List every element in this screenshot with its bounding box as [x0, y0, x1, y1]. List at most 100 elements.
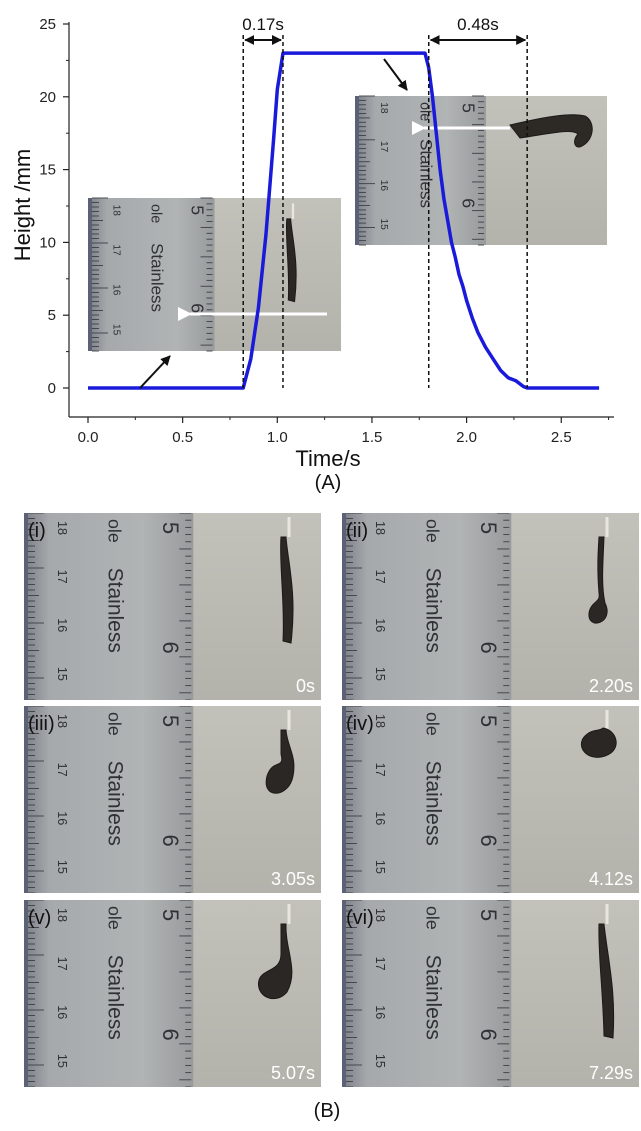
curling-sample [580, 727, 617, 758]
ruler-left-edge [342, 706, 346, 893]
ruler-number-5: 5 [158, 909, 183, 921]
photo-time: 4.12s [589, 869, 633, 889]
x-tick-label: 2.5 [551, 429, 572, 446]
ruler-number-small: 15 [55, 860, 69, 874]
interval-guides: 0.17s 0.48s [139, 15, 528, 389]
photo-time: 2.20s [589, 676, 633, 696]
ruler-word: Stainless [104, 761, 127, 846]
ruler-fragment: ole [105, 712, 125, 736]
ruler-number-small: 16 [373, 1005, 387, 1019]
ruler-number-6: 6 [476, 835, 501, 847]
x-tick-label: 0.0 [78, 429, 99, 446]
y-tick-label: 25 [39, 16, 56, 33]
panel-b-label: (B) [314, 1100, 341, 1122]
photo-label: (ii) [346, 520, 368, 542]
photo-cell: Stainless ole 5 6 18 17 16 15 (iii) 3.05s [24, 706, 321, 893]
photo-cell: Stainless ole 5 6 18 17 16 15 (i) 0s [24, 513, 321, 700]
ruler-number-small: 18 [373, 908, 387, 922]
y-axis-title: Height /mm [10, 149, 35, 261]
ruler-number-6: 6 [158, 835, 183, 847]
callout-arrow [383, 58, 408, 91]
photo-time: 0s [296, 676, 315, 696]
ruler-left-edge [24, 900, 28, 1087]
curling-sample [598, 923, 615, 1039]
steel-ruler [342, 513, 512, 700]
ruler-left-edge [88, 198, 92, 351]
ruler-number-small: 18 [55, 908, 69, 922]
height-series-line [88, 51, 600, 390]
height-time-chart: 0.0 0.5 1.0 1.5 2.0 2.5 0 5 10 15 20 25 Stainless ol… [10, 15, 614, 494]
photo-sequence-grid: Stainless ole 5 6 18 17 16 15 (i) 0s Stainless ole 5… [24, 513, 639, 1087]
ruler-number-small: 17 [55, 570, 69, 584]
ruler-number-small: 15 [55, 1054, 69, 1068]
ruler-number-small: 18 [378, 102, 389, 114]
x-axis-title: Time/s [295, 446, 360, 471]
photo-time: 7.29s [589, 1063, 633, 1083]
ruler-number-5: 5 [476, 909, 501, 921]
ruler-number-small: 17 [373, 763, 387, 777]
ruler-number-5: 5 [188, 205, 208, 215]
ruler-number-6: 6 [476, 642, 501, 654]
photo-label: (iii) [28, 713, 55, 735]
photo-label: (vi) [346, 907, 374, 929]
photo-time: 3.05s [271, 869, 315, 889]
photo-cell: Stainless ole 5 6 18 17 16 15 (iv) 4.12s [342, 706, 639, 893]
ruler-number-small: 16 [55, 811, 69, 825]
ruler-word: Stainless [104, 955, 127, 1040]
ruler-number-small: 18 [373, 714, 387, 728]
y-tick-label: 15 [39, 162, 56, 179]
ruler-number-small: 16 [373, 811, 387, 825]
steel-ruler [24, 706, 194, 893]
y-tick-label: 20 [39, 89, 56, 106]
ruler-number-6: 6 [158, 642, 183, 654]
steel-ruler [342, 900, 512, 1087]
steel-ruler [24, 513, 194, 700]
ruler-number-small: 16 [110, 284, 121, 296]
ruler-number-6: 6 [188, 303, 208, 313]
ruler-number-small: 17 [378, 141, 389, 153]
ruler-number-small: 17 [110, 244, 121, 256]
ruler-word: Stainless [147, 243, 166, 312]
ruler-left-edge [355, 96, 359, 245]
ruler-number-small: 15 [55, 667, 69, 681]
curling-sample [509, 114, 593, 148]
ruler-number-6: 6 [158, 1029, 183, 1041]
steel-ruler [88, 198, 215, 351]
photo-label: (v) [28, 907, 51, 929]
ruler-number-small: 17 [373, 957, 387, 971]
ruler-fragment: ole [417, 102, 433, 121]
x-tick-label: 0.5 [172, 429, 193, 446]
ruler-left-edge [342, 513, 346, 700]
panel-a-label: (A) [315, 472, 342, 494]
ruler-number-small: 15 [373, 667, 387, 681]
ruler-number-small: 16 [55, 618, 69, 632]
curling-sample [588, 536, 608, 624]
ruler-word: Stainless [417, 139, 436, 208]
ruler-fragment: ole [423, 712, 443, 736]
ruler-fragment: ole [423, 519, 443, 543]
photo-cell: Stainless ole 5 6 18 17 16 15 (v) 5.07s [24, 900, 321, 1087]
ruler-number-5: 5 [476, 522, 501, 534]
photo-time: 5.07s [271, 1063, 315, 1083]
ruler-fragment: ole [105, 906, 125, 930]
ruler-number-small: 17 [373, 570, 387, 584]
steel-ruler [342, 706, 512, 893]
ruler-word: Stainless [422, 568, 445, 653]
ruler-number-small: 18 [55, 521, 69, 535]
curling-sample [265, 729, 295, 794]
ruler-word: Stainless [422, 955, 445, 1040]
curling-sample [280, 536, 294, 644]
ruler-number-small: 18 [110, 205, 121, 217]
x-tick-label: 1.0 [267, 429, 288, 446]
ruler-fragment: ole [423, 906, 443, 930]
photo-cell: Stainless ole 5 6 18 17 16 15 (ii) 2.20s [342, 513, 639, 700]
interval-label: 0.17s [242, 15, 284, 34]
callout-arrow [139, 355, 171, 389]
ruler-number-5: 5 [458, 103, 478, 113]
ruler-number-small: 15 [378, 218, 389, 230]
photo-cell: Stainless ole 5 6 18 17 16 15 (vi) 7.29s [342, 900, 639, 1087]
x-tick-label: 2.0 [456, 429, 477, 446]
ruler-number-5: 5 [158, 522, 183, 534]
ruler-number-5: 5 [476, 715, 501, 727]
ruler-word: Stainless [104, 568, 127, 653]
